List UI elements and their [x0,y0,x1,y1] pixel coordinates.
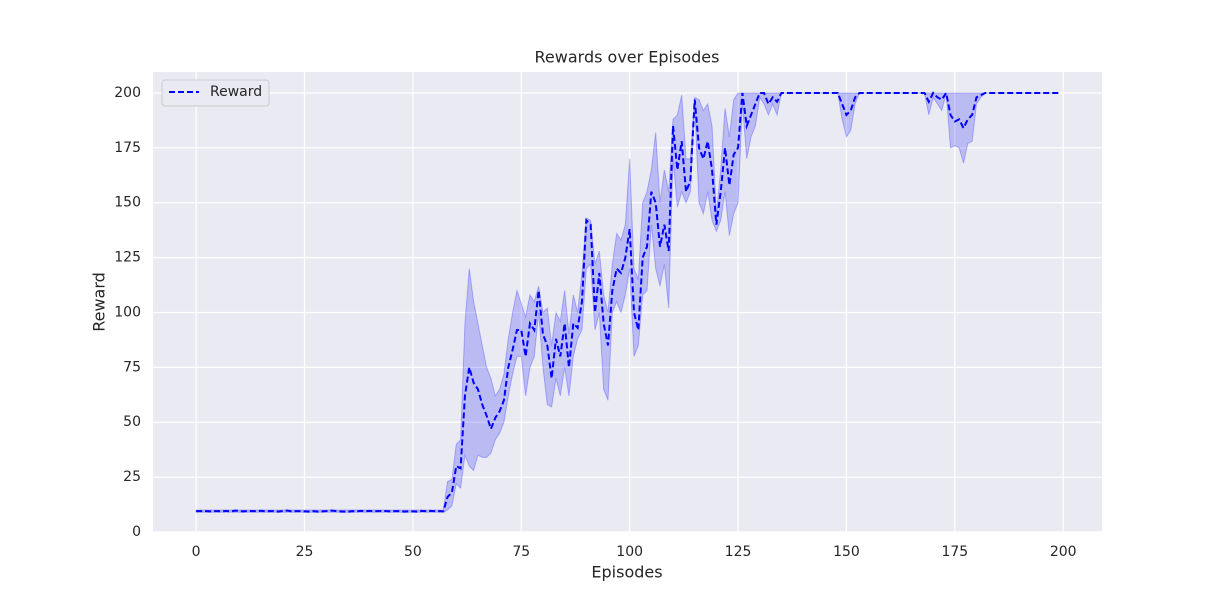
x-tick-label: 25 [296,544,314,560]
x-tick-label: 125 [725,544,752,560]
y-tick-label: 125 [114,250,141,266]
x-axis-label: Episodes [591,563,662,582]
y-axis-label: Reward [90,272,109,332]
legend: Reward [161,79,270,107]
y-tick-label: 25 [123,469,141,485]
y-tick-label: 100 [114,304,141,320]
y-tick-label: 0 [132,524,141,540]
y-tick-label: 175 [114,140,141,156]
chart-title: Rewards over Episodes [535,48,720,67]
x-tick-label: 200 [1050,544,1077,560]
x-tick-label: 175 [941,544,968,560]
x-tick-label: 100 [616,544,643,560]
x-tick-label: 50 [404,544,422,560]
y-tick-label: 50 [123,414,141,430]
marks [195,90,1059,513]
line [196,90,1059,513]
legend-box [161,79,270,107]
grid [153,72,1102,533]
y-tick-label: 75 [123,359,141,375]
plot-area [153,72,1102,532]
x-tick-label: 0 [192,544,201,560]
y-tick-label: 200 [114,85,141,101]
x-tick-label: 150 [833,544,860,560]
y-tick-label: 150 [114,195,141,211]
legend-label: Reward [210,84,262,100]
x-tick-label: 75 [512,544,530,560]
